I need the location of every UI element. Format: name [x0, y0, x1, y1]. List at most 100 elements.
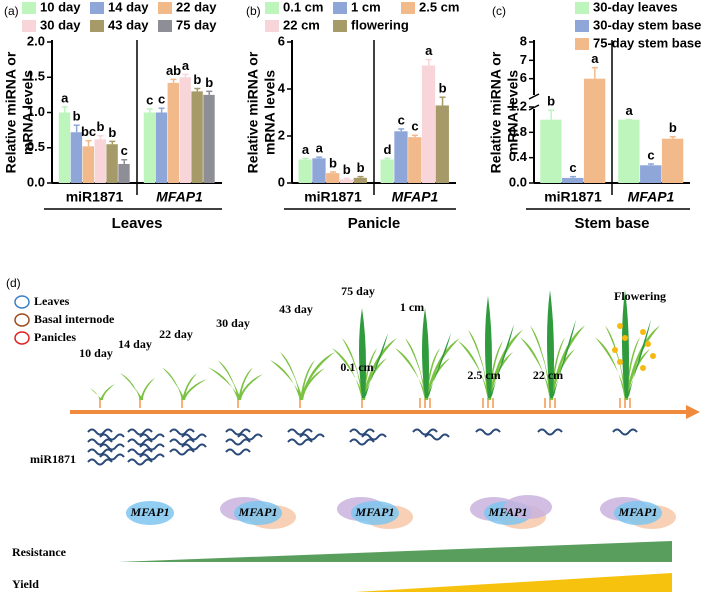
error-bar: [591, 66, 598, 79]
legend-label: 10 day: [40, 0, 81, 14]
legend-swatch: [90, 2, 104, 14]
x-axis-label: Panicle: [348, 215, 401, 232]
error-bar: [158, 107, 165, 113]
plant: [208, 360, 263, 408]
mirna-wave: [87, 448, 113, 456]
protein-label: MFAP1: [355, 505, 395, 519]
grain: [617, 323, 623, 329]
error-bar: [121, 158, 128, 164]
panel-label: (b): [246, 4, 261, 18]
flag-leaf: [364, 333, 388, 396]
y-axis-label: Relative miRNA or: [245, 51, 261, 173]
y-tick-label: 2: [278, 127, 285, 142]
significance-letter: a: [591, 51, 599, 66]
leaf: [208, 367, 241, 400]
bar: [339, 179, 354, 183]
bar: [640, 165, 662, 183]
significance-letter: b: [439, 81, 447, 96]
error-bar: [330, 171, 336, 174]
mirna-wave: [225, 428, 251, 436]
legend-label: 30-day leaves: [593, 0, 678, 14]
highlight-ring: [178, 343, 194, 373]
legend-swatch: [575, 2, 589, 14]
leaf: [90, 388, 103, 400]
leaf: [162, 367, 185, 400]
plant: [332, 308, 397, 408]
legend-label: 0.1 cm: [283, 0, 323, 14]
significance-letter: d: [383, 142, 391, 157]
leaf: [140, 378, 155, 400]
plant: [120, 373, 155, 408]
significance-letter: ab: [166, 63, 181, 78]
legend-swatch: [22, 2, 36, 14]
y-tick-label: 0.0: [509, 174, 527, 189]
legend-swatch: [575, 38, 589, 50]
bar: [380, 159, 394, 183]
mirna-wave: [139, 443, 165, 451]
y-axis-label: mRNA levels: [262, 70, 278, 155]
x-axis-label: Stem base: [574, 215, 649, 232]
mirna-wave: [287, 438, 313, 446]
significance-letter: c: [569, 160, 576, 175]
mirna-wave: [99, 433, 125, 441]
protein-label: MFAP1: [618, 505, 658, 519]
stage-label: 1 cm: [400, 300, 424, 314]
significance-letter: b: [669, 120, 677, 135]
mirna-wave: [349, 428, 375, 436]
grain: [640, 329, 646, 335]
resistance-label: Resistance: [12, 545, 67, 559]
protein-blob: [504, 495, 552, 519]
legend-label: 30 day: [40, 17, 81, 32]
y-tick-label: 0.5: [27, 139, 45, 154]
legend-label: 75 day: [176, 17, 217, 32]
y-tick-label: 0.8: [509, 124, 527, 139]
significance-letter: b: [343, 162, 351, 177]
mirna-wave: [225, 438, 251, 446]
flag-leaf: [622, 290, 629, 398]
mirna-wave: [127, 458, 153, 466]
yield-label: Yield: [12, 577, 39, 591]
mirna-wave: [237, 433, 263, 441]
error-bar: [194, 87, 201, 92]
error-bar: [316, 156, 323, 159]
error-bar: [648, 163, 654, 166]
mirna-wave: [169, 438, 195, 446]
significance-letter: b: [73, 109, 81, 124]
flag-leaf: [422, 308, 429, 398]
legend-swatch: [22, 20, 36, 32]
stage-label: 0.1 cm: [340, 360, 373, 374]
mirna-wave: [169, 448, 195, 456]
protein-label: MFAP1: [488, 505, 528, 519]
flag-leaf: [552, 319, 576, 396]
legend-swatch: [333, 20, 347, 32]
highlight-ring: [96, 366, 110, 398]
plant: [90, 384, 115, 408]
y-tick-label: 1.0: [27, 104, 45, 119]
y-tick-label: 6: [520, 70, 527, 85]
grain: [650, 353, 656, 359]
mirna-wave: [412, 428, 438, 436]
error-bar: [343, 177, 350, 180]
significance-letter: c: [647, 147, 654, 162]
bar: [312, 158, 326, 183]
significance-letter: b: [193, 72, 201, 87]
error-bar: [412, 134, 418, 138]
mirna-wave: [127, 448, 153, 456]
x-axis-label: Leaves: [112, 215, 163, 232]
bar: [562, 177, 584, 183]
stage-label: 22 cm: [533, 368, 563, 382]
x-tick-label: MFAP1: [392, 189, 439, 205]
y-tick-label: 2.0: [27, 33, 45, 48]
bar: [618, 119, 640, 183]
leaf: [100, 384, 115, 400]
mirna-wave: [87, 438, 113, 446]
error-bar: [170, 78, 177, 83]
y-tick-label: 0.4: [509, 149, 528, 164]
plant: [458, 296, 523, 408]
significance-letter: b: [547, 94, 555, 109]
significance-letter: a: [182, 58, 190, 73]
bar: [435, 105, 449, 183]
flag-leaf: [627, 319, 651, 396]
protein-label: MFAP1: [238, 505, 278, 519]
significance-letter: a: [61, 90, 69, 105]
